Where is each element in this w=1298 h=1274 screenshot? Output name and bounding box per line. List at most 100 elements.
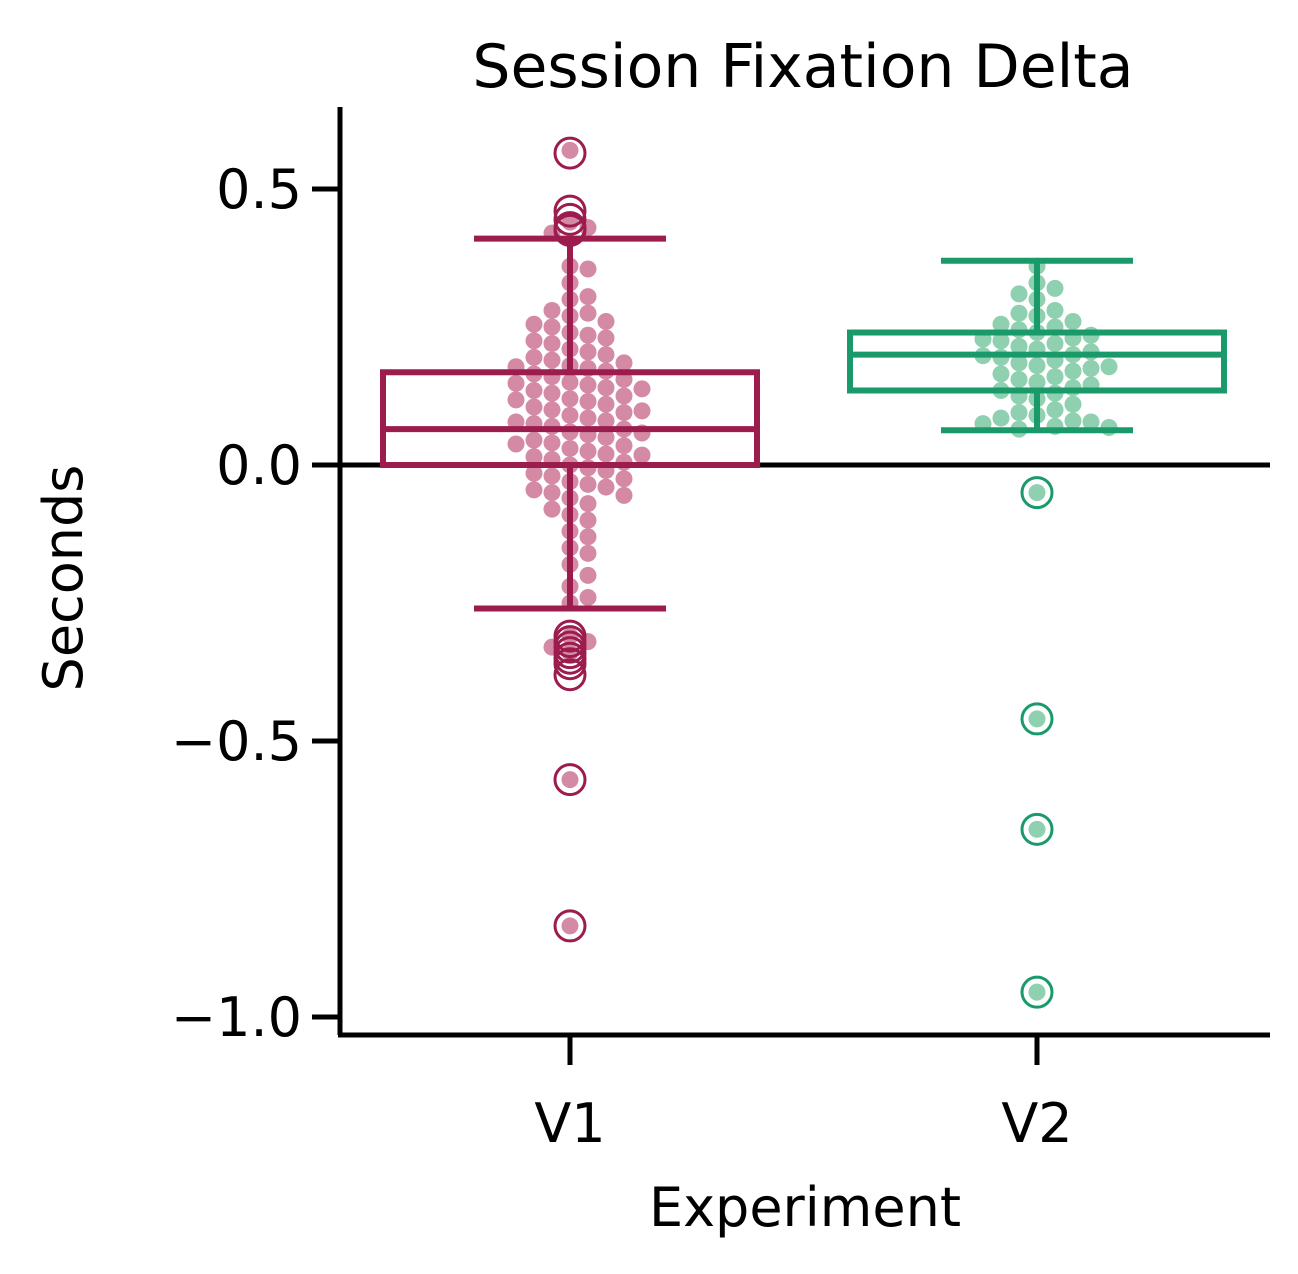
data-point (1046, 279, 1064, 297)
data-point (1010, 304, 1028, 322)
data-point (543, 351, 561, 369)
data-point (561, 439, 579, 457)
data-point (579, 304, 597, 322)
data-point (615, 470, 633, 488)
data-point (1028, 373, 1046, 391)
y-tick-label: −0.5 (171, 710, 302, 773)
data-point (507, 391, 525, 409)
data-point (543, 467, 561, 485)
data-point (1010, 404, 1028, 422)
data-point (615, 486, 633, 504)
data-point (579, 475, 597, 493)
data-point (525, 381, 543, 399)
data-point (597, 428, 615, 446)
y-tick-label: 0.5 (216, 158, 302, 221)
data-point (525, 448, 543, 466)
data-point (597, 478, 615, 496)
outlier-marker (1020, 702, 1054, 736)
chart-title: Session Fixation Delta (472, 32, 1133, 102)
data-point (579, 588, 597, 606)
data-point (579, 544, 597, 562)
data-point (1064, 312, 1082, 330)
data-point (597, 312, 615, 330)
y-axis-label: Seconds (32, 465, 95, 692)
data-point (1046, 335, 1064, 353)
data-point (992, 409, 1010, 427)
data-point (992, 365, 1010, 383)
data-point (1010, 370, 1028, 388)
data-point (579, 260, 597, 278)
data-point (543, 335, 561, 353)
data-point (579, 495, 597, 513)
data-point (1028, 983, 1046, 1001)
x-axis-label: Experiment (649, 1176, 961, 1239)
data-point (1010, 285, 1028, 303)
data-point (507, 374, 525, 392)
data-point (525, 315, 543, 333)
data-point (633, 402, 651, 420)
data-point (1064, 395, 1082, 413)
data-point (561, 917, 579, 935)
data-point (525, 332, 543, 350)
data-point (597, 346, 615, 364)
data-point (579, 511, 597, 529)
outlier-marker (553, 763, 587, 797)
x-tick-label: V1 (534, 1092, 605, 1155)
outlier-marker (553, 213, 587, 247)
data-point (992, 315, 1010, 333)
data-point (543, 384, 561, 402)
data-point (615, 387, 633, 405)
data-point (579, 343, 597, 361)
data-point (579, 376, 597, 394)
outlier-marker (553, 194, 587, 228)
data-point (597, 445, 615, 463)
data-point (543, 484, 561, 502)
data-point (597, 379, 615, 397)
data-point (615, 404, 633, 422)
outlier-marker (553, 202, 587, 236)
data-point (525, 481, 543, 499)
y-tick-label: 0.0 (216, 434, 302, 497)
data-point (1064, 412, 1082, 430)
data-point (561, 141, 579, 159)
data-point (1046, 401, 1064, 419)
data-point (579, 288, 597, 306)
data-point (597, 329, 615, 347)
y-tick-label: −1.0 (171, 986, 302, 1049)
data-point (543, 301, 561, 319)
outlier-marker (553, 136, 587, 170)
data-point (1082, 413, 1100, 431)
data-point (561, 771, 579, 789)
data-point (597, 395, 615, 413)
data-point (579, 442, 597, 460)
outlier-marker (553, 658, 587, 692)
outlier-marker (553, 647, 587, 681)
outlier-marker (1020, 476, 1054, 510)
data-point (615, 437, 633, 455)
data-point (1064, 362, 1082, 380)
data-point (561, 406, 579, 424)
data-point (543, 401, 561, 419)
data-point (579, 326, 597, 344)
plot-area: 0.5 0.0 −0.5 −1.0 V1 V2 (171, 107, 1270, 1155)
data-point (543, 318, 561, 336)
data-point (543, 500, 561, 518)
data-point (525, 348, 543, 366)
outlier-marker (1020, 975, 1054, 1009)
data-point (1028, 710, 1046, 728)
data-point (525, 398, 543, 416)
data-point (597, 412, 615, 430)
data-point (579, 409, 597, 427)
data-point (561, 373, 579, 391)
data-point (525, 464, 543, 482)
data-point (1010, 354, 1028, 372)
data-point (561, 390, 579, 408)
x-tick-label: V2 (1001, 1092, 1072, 1155)
data-point (1028, 357, 1046, 375)
data-point (1046, 301, 1064, 319)
data-point (543, 434, 561, 452)
box-iqr (847, 329, 1227, 394)
box-iqr (380, 369, 760, 469)
data-point (1028, 820, 1046, 838)
